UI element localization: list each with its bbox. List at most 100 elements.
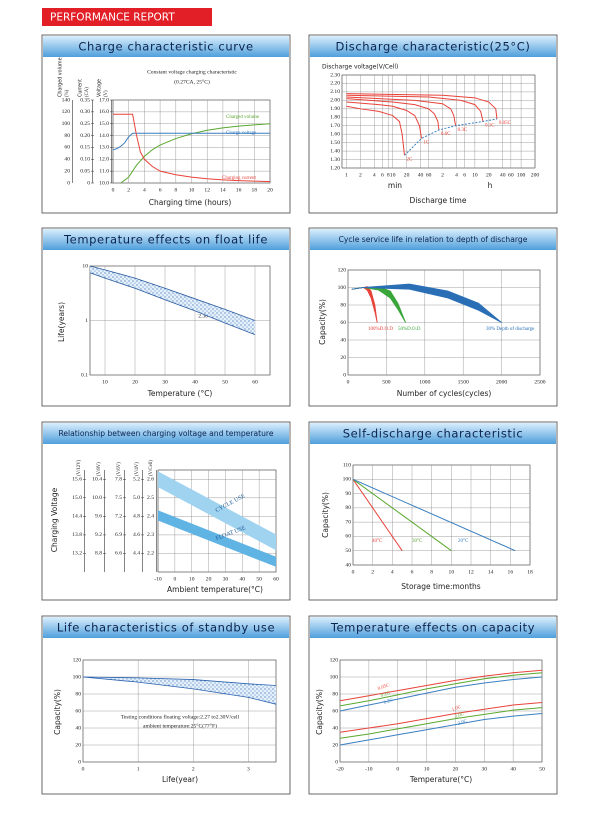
series-label: 0.05C (377, 683, 391, 692)
y-tick-label: 4.8 (133, 514, 140, 520)
y-tick-label: 2.00 (330, 98, 340, 104)
x-tick-label: 20 (132, 379, 138, 385)
y-tick-label: 1.60 (330, 131, 340, 137)
series-label: 100%D.O.D (368, 327, 393, 332)
band-fill (90, 266, 255, 335)
series-line (352, 478, 452, 552)
y-tick-label: 2.3 (147, 532, 154, 538)
series-label: 40°C (372, 539, 383, 544)
x-tick-label: 10 (449, 569, 455, 575)
series-line (120, 123, 271, 184)
y-tick-label: 13.0 (99, 145, 109, 151)
x-tick-label: 20 (486, 172, 492, 178)
y-tick-label: 100 (330, 674, 339, 680)
series-line (352, 478, 516, 552)
x-tick-label: 10 (472, 172, 478, 178)
y-tick-label: 11.0 (99, 168, 109, 174)
y-tick-label: 15.0 (72, 495, 82, 501)
x-tick-label: -20 (336, 766, 344, 772)
title-bar (310, 617, 556, 638)
y-tick-label: 1.50 (330, 140, 340, 146)
y-tick-label: 60 (345, 534, 351, 540)
axis-title: Charged volume (58, 57, 64, 97)
y-tick-label: 50 (345, 548, 351, 554)
y-tick-label: 20 (64, 168, 70, 174)
y-tick-label: 1.70 (330, 123, 340, 129)
x-tick-label: 1000 (419, 379, 430, 385)
series-label: 2.0C (454, 712, 465, 720)
series-line (339, 669, 543, 702)
x-tick-label: 2 (192, 766, 195, 772)
y-tick-label: 20 (332, 742, 338, 748)
x-tick-label: 14 (220, 187, 226, 193)
y-tick-label: 90 (345, 491, 351, 497)
band-lower (157, 486, 277, 551)
x-tick-label: 100 (517, 172, 526, 178)
y-tick-label: 4.4 (133, 551, 140, 557)
y-tick-label: 0.10 (80, 157, 90, 163)
x-tick-label: 60 (273, 576, 279, 582)
y-tick-label: 15.6 (72, 477, 82, 483)
y-axis-title: Capacity(%) (321, 492, 330, 538)
series-line (346, 98, 440, 131)
y-tick-label: 1.90 (330, 106, 340, 112)
y-tick-label: 60 (75, 708, 81, 714)
y-tick-label: 17.0 (99, 97, 109, 103)
x-group-label: h (488, 181, 493, 190)
y-tick-label: 80 (75, 691, 81, 697)
x-tick-label: 0 (112, 187, 115, 193)
x-tick-label: 10 (390, 172, 396, 178)
y-tick-label: 0 (343, 372, 346, 378)
y-tick-label: 2.2 (147, 551, 154, 557)
x-tick-label: 0 (347, 379, 350, 385)
x-tick-label: 50 (256, 576, 262, 582)
y-tick-label: 1 (85, 318, 88, 324)
series-label: Charged volume (226, 115, 260, 120)
panel-title: Self-discharge characteristic (343, 427, 524, 441)
y-tick-label: 12.0 (99, 157, 109, 163)
y-tick-label: 2.20 (330, 81, 340, 87)
title-bar (43, 423, 289, 444)
axis-unit: (V/12V) (77, 459, 82, 476)
y-tick-label: 13.2 (72, 551, 82, 557)
x-tick-label: 4 (391, 569, 394, 575)
band-fill (158, 471, 276, 550)
x-tick-label: -10 (154, 576, 162, 582)
series-label: Charge voltage (226, 131, 257, 136)
series-label: 1C (423, 141, 430, 146)
series-label: Charging current (222, 176, 257, 181)
title-bar (43, 229, 289, 250)
series-label: 30°C (412, 539, 423, 544)
x-axis-title: Discharge time (410, 196, 467, 205)
y-tick-label: 6.6 (115, 551, 122, 557)
y-tick-label: 60 (340, 320, 346, 326)
panel-title: Discharge characteristic(25°C) (336, 40, 531, 54)
y-tick-label: 0 (78, 759, 81, 765)
y-tick-label: 0 (335, 759, 338, 765)
series-label: 2C (406, 157, 413, 162)
y-tick-label: 60 (64, 145, 70, 151)
x-tick-label: 0 (396, 766, 399, 772)
y-tick-label: 14.0 (99, 133, 109, 139)
x-tick-label: 2500 (534, 379, 545, 385)
band-upper (89, 265, 256, 321)
annotation: Constant voltage charging characteristic (147, 69, 237, 75)
band-upper (157, 510, 277, 558)
x-tick-label: 10 (189, 576, 195, 582)
axis-unit: (V/4V) (135, 462, 140, 476)
series-line (346, 96, 457, 126)
series-label: 0.05C (499, 121, 512, 126)
panel-title: Charge characteristic curve (78, 40, 253, 54)
x-tick-label: 18 (252, 187, 258, 193)
x-tick-label: 2 (359, 172, 362, 178)
x-axis-title: Ambient temperature(°C) (167, 585, 263, 594)
y-tick-label: 7.5 (115, 495, 122, 501)
panel-title: Relationship between charging voltage an… (58, 429, 273, 438)
series-line (346, 105, 405, 156)
band-fill (351, 284, 502, 323)
y-axis-title: Capacity(%) (53, 689, 62, 735)
y-tick-label: 0.15 (80, 145, 90, 151)
x-tick-label: 10 (424, 766, 430, 772)
x-tick-label: 0 (82, 766, 85, 772)
y-tick-label: 6.9 (115, 532, 122, 538)
